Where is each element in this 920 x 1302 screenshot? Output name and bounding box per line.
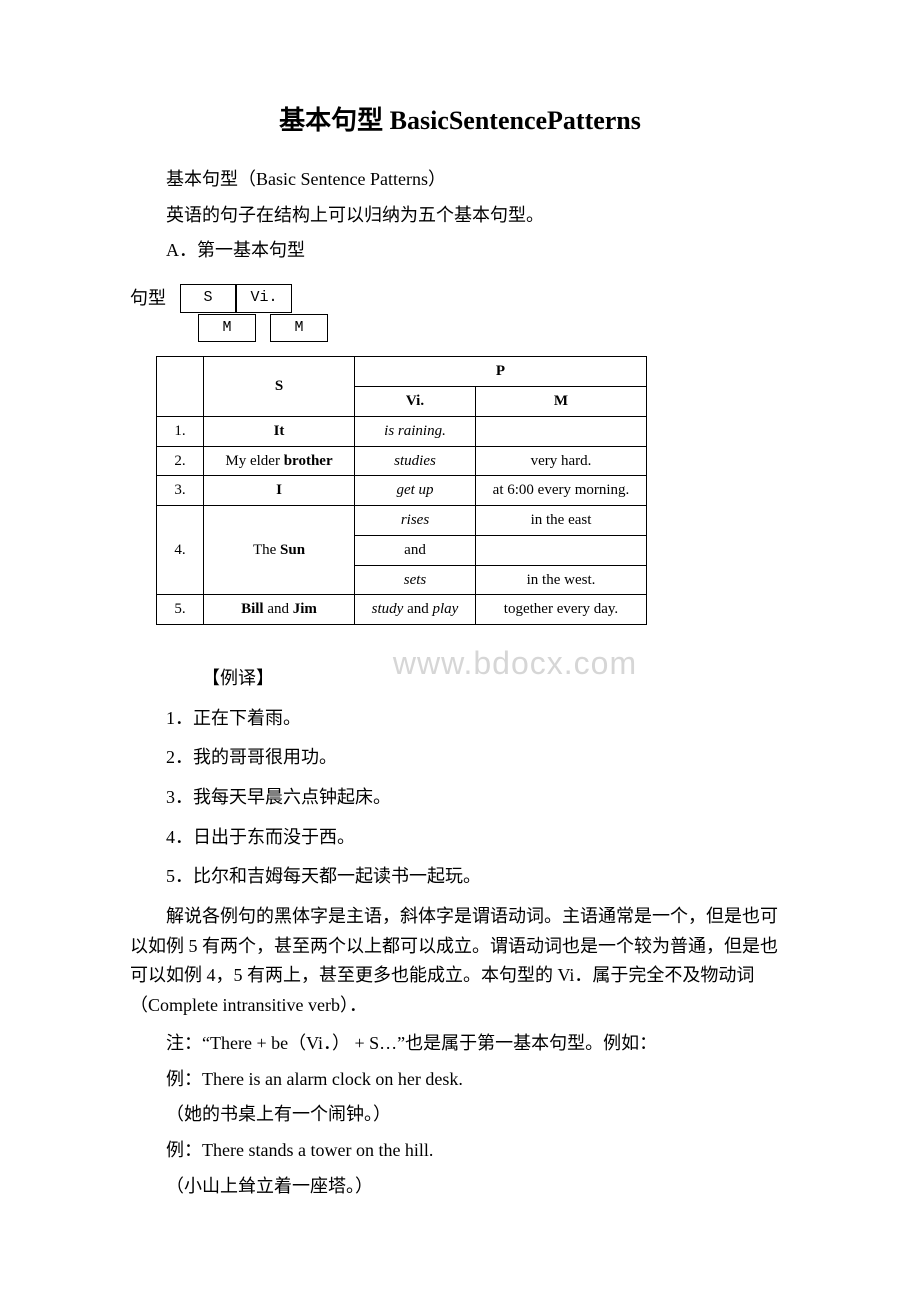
th-p: P [355, 357, 647, 387]
cell-m [476, 416, 647, 446]
translation-4: 4．日出于东而没于西。 [130, 823, 790, 853]
translation-2: 2．我的哥哥很用功。 [130, 743, 790, 773]
cell-n: 4. [157, 506, 204, 595]
translation-3: 3．我每天早晨六点钟起床。 [130, 783, 790, 813]
cell-vi: and [355, 535, 476, 565]
cell-s: It [204, 416, 355, 446]
table-row: 2. My elder brother studies very hard. [157, 446, 647, 476]
cell-s: My elder brother [204, 446, 355, 476]
cell-vi: sets [355, 565, 476, 595]
diagram-box-s: S [180, 284, 236, 313]
table-row: 3. I get up at 6:00 every morning. [157, 476, 647, 506]
example-table-wrap: S P Vi. M 1. It is raining. 2. My elder … [156, 356, 790, 625]
example-sentence-1: 例：There is an alarm clock on her desk. [130, 1065, 790, 1095]
cell-s: Bill and Jim [204, 595, 355, 625]
th-m: M [476, 387, 647, 417]
translation-1: 1．正在下着雨。 [130, 704, 790, 734]
example-translation-1: （她的书桌上有一个闹钟。） [130, 1100, 790, 1130]
note-line: 注：“There + be（Vi．） + S…”也是属于第一基本句型。例如： [130, 1029, 790, 1059]
cell-vi: study and play [355, 595, 476, 625]
example-sentence-2: 例：There stands a tower on the hill. [130, 1136, 790, 1166]
explanation-paragraph: 解说各例句的黑体字是主语，斜体字是谓语动词。主语通常是一个，但是也可以如例 5 … [130, 902, 790, 1021]
th-vi: Vi. [355, 387, 476, 417]
cell-vi: is raining. [355, 416, 476, 446]
diagram-box-m-left: M [198, 314, 256, 343]
cell-n: 2. [157, 446, 204, 476]
cell-m: in the west. [476, 565, 647, 595]
cell-m: together every day. [476, 595, 647, 625]
cell-m [476, 535, 647, 565]
translation-5: 5．比尔和吉姆每天都一起读书一起玩。 [130, 862, 790, 892]
watermark: www.bdocx.com [130, 637, 790, 690]
table-head-row-1: S P [157, 357, 647, 387]
cell-s: The Sun [204, 506, 355, 595]
cell-n: 3. [157, 476, 204, 506]
cell-s: I [204, 476, 355, 506]
cell-n: 1. [157, 416, 204, 446]
cell-vi: studies [355, 446, 476, 476]
diagram-box-m-right: M [270, 314, 328, 343]
cell-n: 5. [157, 595, 204, 625]
table-row: 5. Bill and Jim study and play together … [157, 595, 647, 625]
pattern-diagram: 句型 S Vi. M M [130, 284, 790, 342]
diagram-box-vi: Vi. [236, 284, 292, 313]
section-a-heading: A．第一基本句型 [130, 236, 790, 266]
cell-m: in the east [476, 506, 647, 536]
cell-m: at 6:00 every morning. [476, 476, 647, 506]
cell-m: very hard. [476, 446, 647, 476]
example-table: S P Vi. M 1. It is raining. 2. My elder … [156, 356, 647, 625]
intro-line-1: 基本句型（Basic Sentence Patterns） [130, 165, 790, 195]
th-blank [157, 357, 204, 417]
table-row: 1. It is raining. [157, 416, 647, 446]
cell-vi: get up [355, 476, 476, 506]
example-translation-2: （小山上耸立着一座塔。） [130, 1172, 790, 1202]
table-row: 4. The Sun rises in the east [157, 506, 647, 536]
intro-line-2: 英语的句子在结构上可以归纳为五个基本句型。 [130, 201, 790, 231]
page-title: 基本句型 BasicSentencePatterns [130, 100, 790, 143]
th-s: S [204, 357, 355, 417]
diagram-label: 句型 [130, 284, 166, 314]
cell-vi: rises [355, 506, 476, 536]
